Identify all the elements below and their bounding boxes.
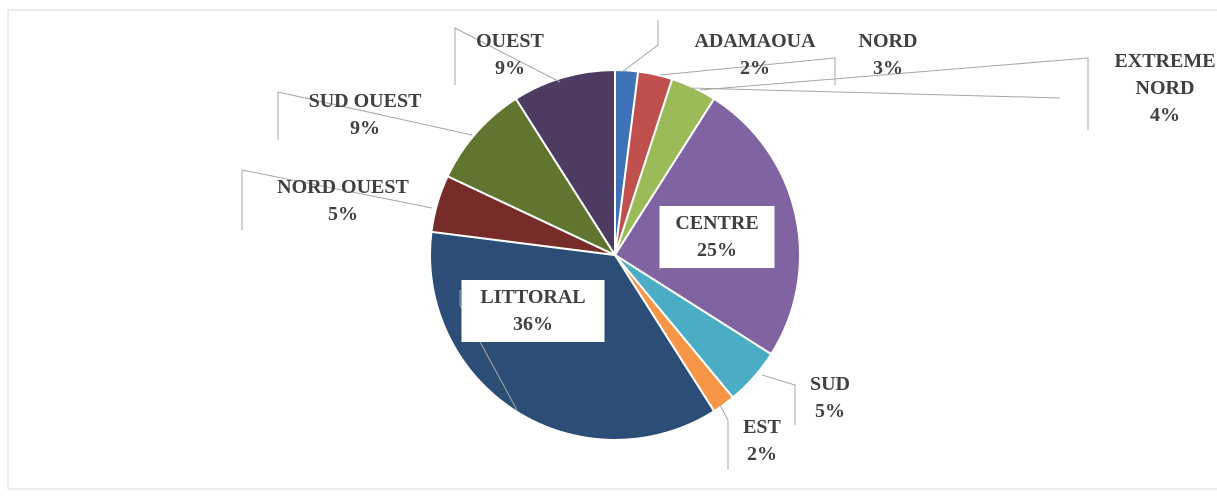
leader-line <box>761 374 796 425</box>
label-value: 9% <box>350 117 380 139</box>
data-label: SUD OUEST 9% <box>275 88 455 142</box>
label-name: OUEST <box>476 30 544 52</box>
label-name: ADAMAOUA <box>694 30 816 52</box>
label-value: 2% <box>740 57 770 79</box>
leader-line <box>454 27 561 85</box>
label-value: 36% <box>513 313 553 335</box>
data-label: NORD OUEST 5% <box>248 174 438 228</box>
label-name: NORD OUEST <box>277 176 409 198</box>
label-name: SUD OUEST <box>308 90 422 112</box>
label-name: SUD <box>809 373 850 395</box>
leader-line <box>689 87 1061 99</box>
label-name: EXTREME NORD <box>1114 50 1216 99</box>
data-label: CENTRE 25% <box>659 206 775 268</box>
data-label: OUEST 9% <box>460 28 560 82</box>
label-value: 2% <box>747 443 777 465</box>
leader-line <box>719 404 729 470</box>
label-name: CENTRE <box>675 212 759 234</box>
data-label: NORD 3% <box>828 28 948 82</box>
leader-lines <box>241 20 1089 470</box>
label-value: 3% <box>873 57 903 79</box>
pie-slice <box>446 97 618 258</box>
leader-line <box>621 20 659 73</box>
data-label: SUD 5% <box>790 371 870 425</box>
leader-line <box>277 91 473 140</box>
leader-line <box>699 57 1089 130</box>
leader-line <box>241 169 433 230</box>
label-value: 9% <box>495 57 525 79</box>
pie-slice <box>514 68 616 259</box>
data-label: EXTREME NORD 4% <box>1110 48 1217 129</box>
leader-line <box>459 290 518 411</box>
data-label: ADAMAOUA 2% <box>675 28 835 82</box>
label-name: EST <box>743 416 781 438</box>
leader-line <box>659 57 836 85</box>
data-label: EST 2% <box>732 414 792 468</box>
data-label: LITTORAL 36% <box>461 280 605 342</box>
label-name: NORD <box>858 30 918 52</box>
label-name: LITTORAL <box>480 286 586 308</box>
label-value: 4% <box>1150 104 1180 126</box>
label-value: 25% <box>697 239 737 261</box>
label-value: 5% <box>328 203 358 225</box>
label-value: 5% <box>815 400 845 422</box>
